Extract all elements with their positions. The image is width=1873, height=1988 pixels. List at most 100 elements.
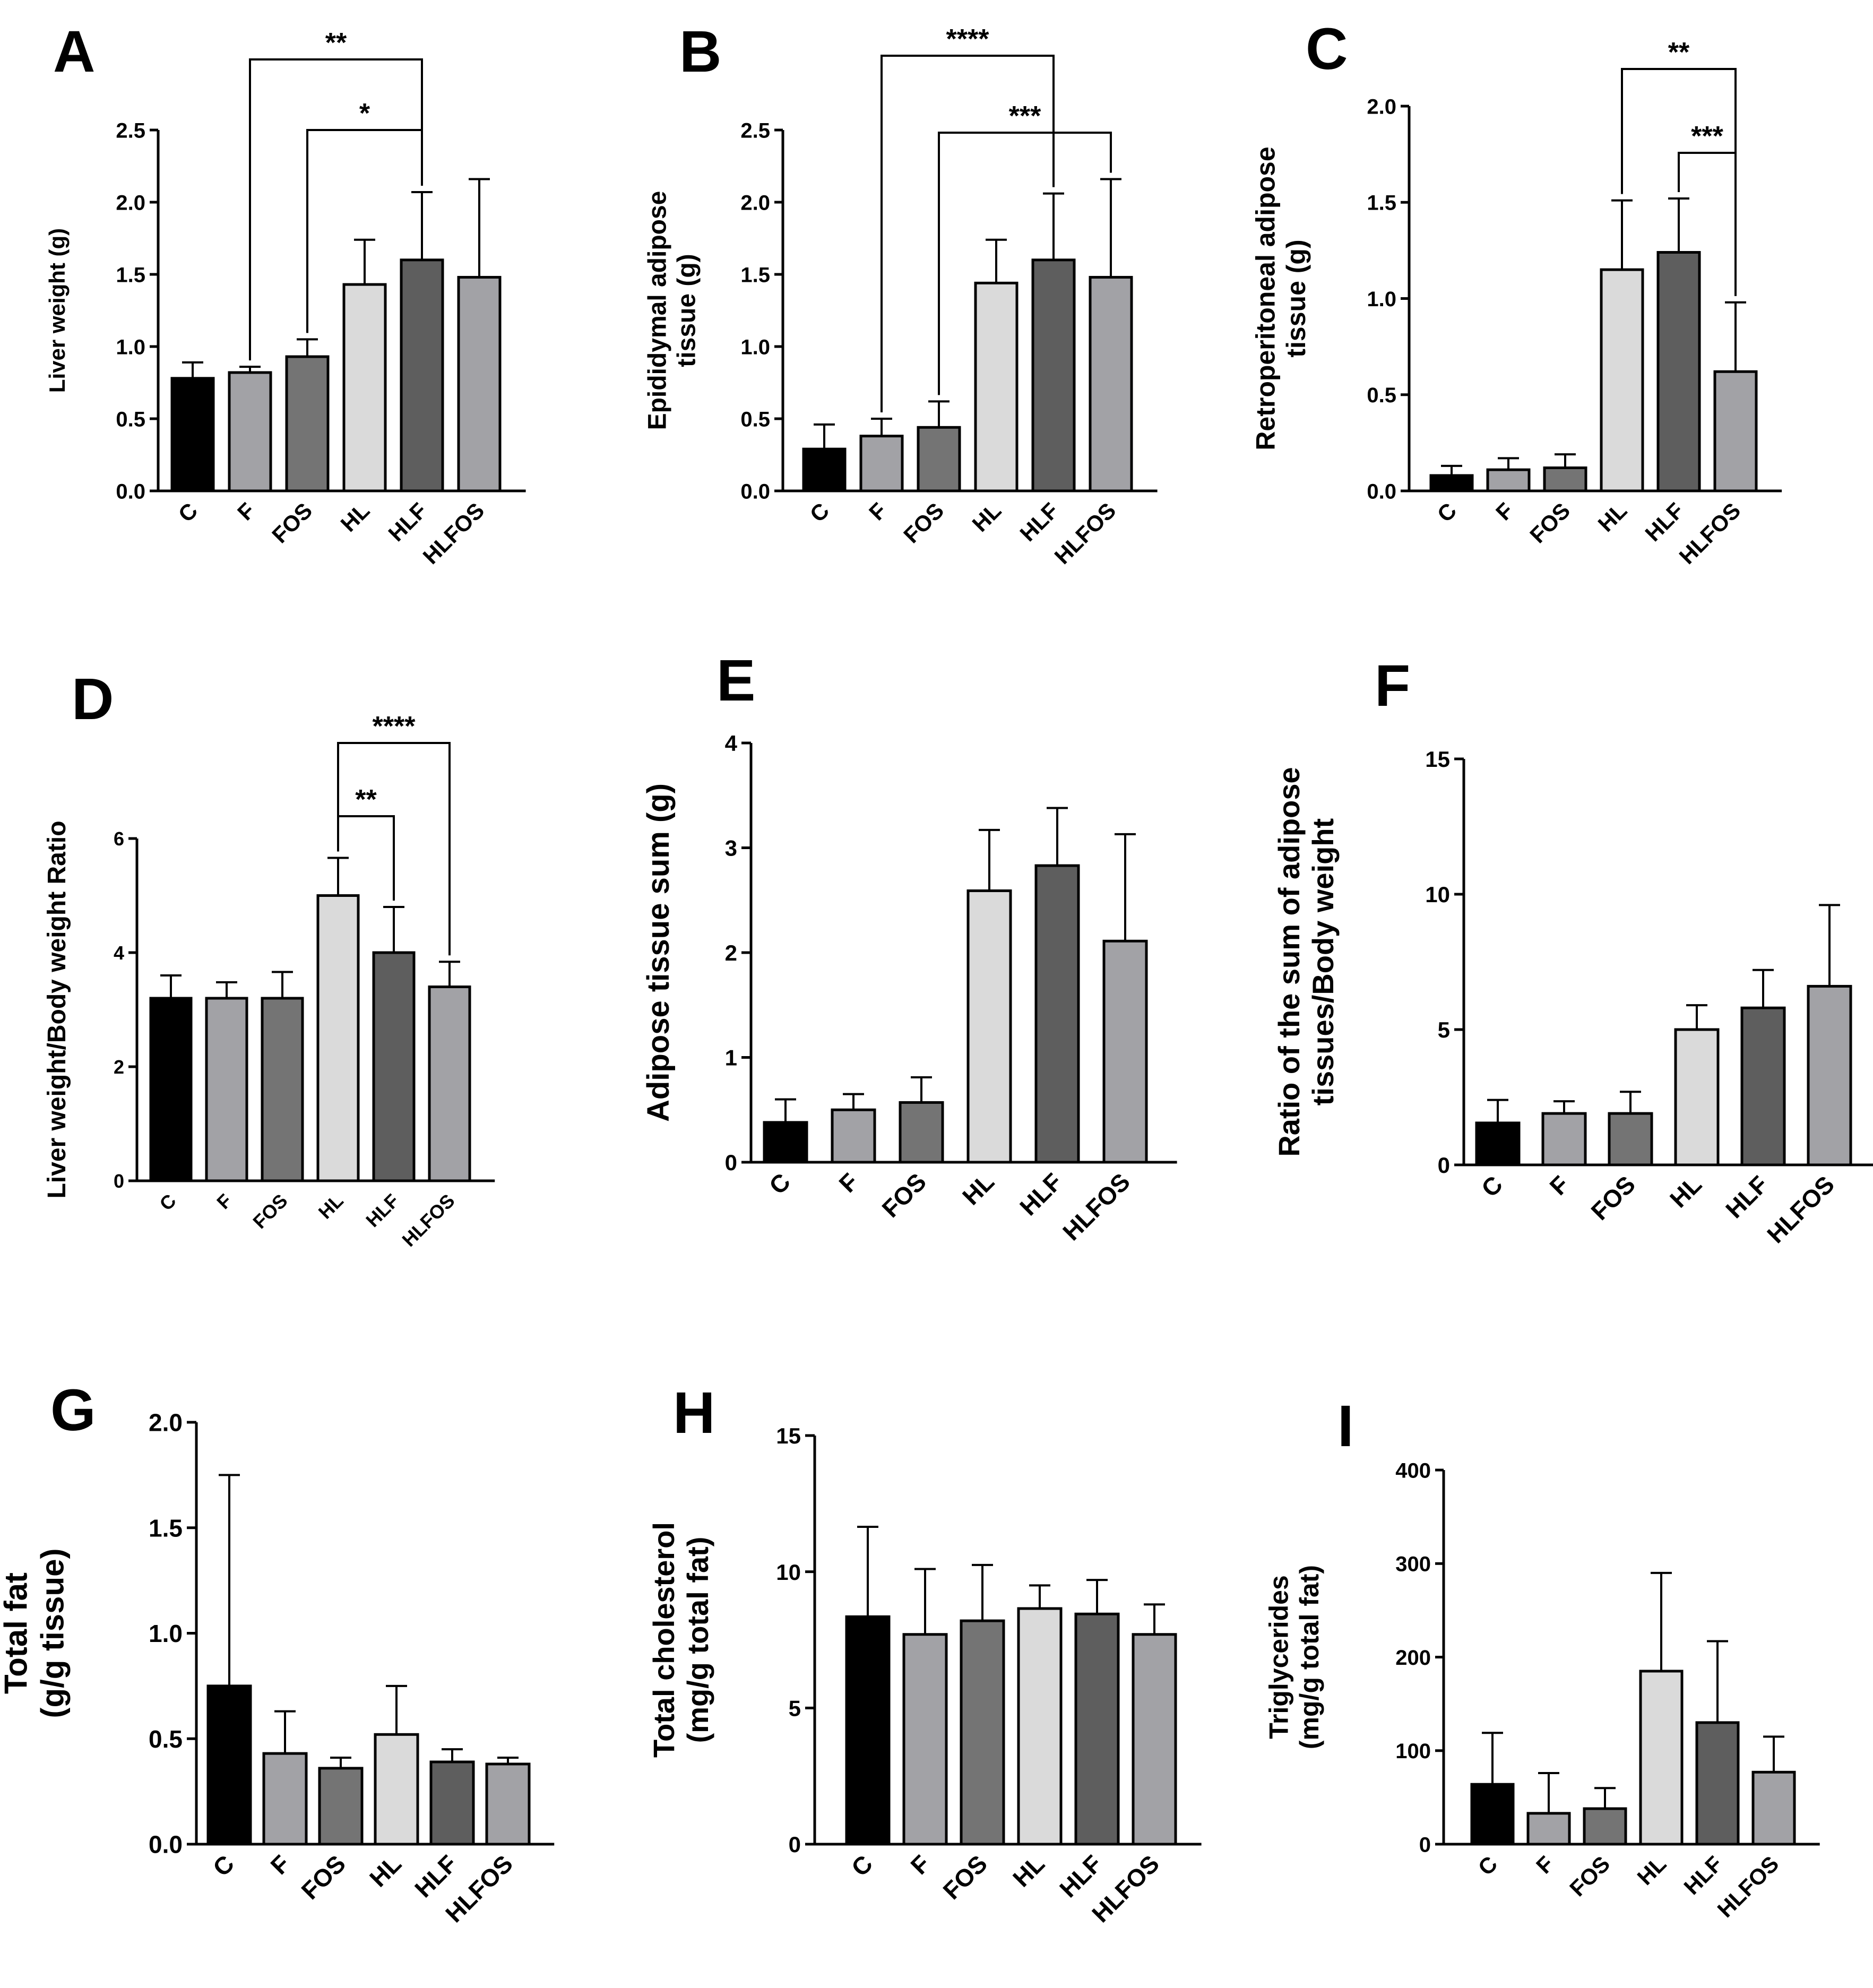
category-label: HLF xyxy=(1679,1851,1727,1899)
y-axis-label: Triglycerides xyxy=(1264,1575,1293,1739)
y-axis-label: Total fat xyxy=(0,1572,34,1694)
y-tick-label: 1 xyxy=(725,1045,737,1070)
y-axis-label: Total cholesterol xyxy=(647,1522,680,1758)
y-tick-label: 0.0 xyxy=(1367,480,1396,503)
category-label: HLFOS xyxy=(1049,498,1120,569)
y-tick-label: 1.5 xyxy=(740,263,770,287)
y-tick-label: 3 xyxy=(725,836,737,861)
bar xyxy=(228,371,272,492)
y-tick-label: 10 xyxy=(1425,882,1450,907)
y-axis-label: Epididymal adipose xyxy=(643,191,671,430)
category-label: FOS xyxy=(1525,498,1575,548)
bar xyxy=(1475,1121,1521,1166)
panel-letter: H xyxy=(673,1380,715,1446)
panel-letter: C xyxy=(1306,16,1348,82)
bar xyxy=(428,986,471,1182)
bar xyxy=(1583,1807,1627,1846)
category-label: HL xyxy=(1007,1849,1050,1892)
significance-label: ** xyxy=(325,28,347,58)
y-tick-label: 10 xyxy=(776,1560,801,1585)
bar xyxy=(917,426,961,492)
y-tick-label: 0 xyxy=(1419,1833,1431,1856)
category-label: C xyxy=(155,1190,180,1215)
category-label: HLFOS xyxy=(1057,1168,1135,1246)
y-tick-label: 2.0 xyxy=(116,191,145,214)
category-label: C xyxy=(764,1168,796,1199)
bar xyxy=(457,275,502,492)
bar xyxy=(1713,370,1758,492)
bar xyxy=(285,355,330,492)
category-label: HLF xyxy=(383,498,431,546)
category-label: F xyxy=(1544,1170,1574,1200)
y-tick-label: 1.0 xyxy=(740,335,770,359)
y-tick-label: 2.0 xyxy=(740,191,770,214)
y-tick-label: 0.5 xyxy=(740,408,770,431)
category-label: HLFOS xyxy=(1712,1851,1783,1922)
category-label: HL xyxy=(957,1168,999,1210)
y-axis-label: Ratio of the sum of adipose xyxy=(1272,767,1306,1156)
bar xyxy=(170,377,215,492)
category-label: HL xyxy=(364,1849,407,1892)
significance-label: *** xyxy=(1691,121,1723,152)
bar xyxy=(1600,268,1644,492)
bar xyxy=(1132,1633,1177,1846)
bar xyxy=(1017,1607,1063,1846)
category-label: FOS xyxy=(248,1190,291,1233)
bar xyxy=(966,889,1012,1164)
category-label: F xyxy=(232,498,260,525)
bar xyxy=(1674,1028,1720,1166)
bar xyxy=(1807,984,1852,1166)
y-tick-label: 2.5 xyxy=(740,119,770,142)
panel-i: I 0 100 200 300 400 Triglycerides (mg/g total f… xyxy=(1264,1394,1820,1922)
category-label: C xyxy=(1473,1851,1503,1880)
panel-a: A 0.0 0.5 1.0 1.5 2.0 2.5 Liver weight (g) C F FOS… xyxy=(45,19,526,569)
significance-bracket xyxy=(249,58,423,361)
category-label: HLF xyxy=(1014,1168,1067,1221)
category-label: HLF xyxy=(1015,498,1063,546)
category-label: F xyxy=(864,498,891,525)
panel-e: E 0 1 2 3 4 Adipose tissue sum (g) C F FOS HL HLFHL… xyxy=(641,648,1177,1246)
y-tick-label: 2 xyxy=(114,1056,124,1078)
significance-label: ** xyxy=(355,784,377,815)
category-label: C xyxy=(208,1849,239,1881)
bar xyxy=(262,1752,308,1846)
bar xyxy=(400,258,444,492)
category-label: HLFOS xyxy=(418,498,489,569)
significance-bracket xyxy=(337,742,451,956)
y-axis-label: Adipose tissue sum (g) xyxy=(641,783,676,1122)
bar xyxy=(374,1733,419,1846)
bar xyxy=(1608,1112,1653,1166)
y-tick-label: 0.5 xyxy=(1367,384,1396,407)
y-axis-label: tissue (g) xyxy=(673,254,701,367)
bar xyxy=(831,1108,876,1164)
significance-bracket xyxy=(306,129,423,333)
bar xyxy=(429,1760,475,1846)
category-label: HL xyxy=(968,498,1006,537)
bar xyxy=(763,1121,808,1164)
panel-letter: E xyxy=(717,648,755,713)
category-label: F xyxy=(265,1849,295,1880)
significance-bracket xyxy=(881,55,1055,412)
bar xyxy=(1740,1006,1786,1166)
bar xyxy=(1074,1612,1120,1846)
category-label: F xyxy=(833,1168,864,1198)
category-label: FOS xyxy=(267,498,317,548)
y-tick-label: 2 xyxy=(725,940,737,965)
y-tick-label: 0.0 xyxy=(149,1831,183,1859)
y-tick-label: 4 xyxy=(725,731,738,756)
significance-label: * xyxy=(359,98,370,129)
y-tick-label: 0.0 xyxy=(740,480,770,503)
category-label: FOS xyxy=(1585,1170,1641,1225)
bar xyxy=(1089,275,1133,492)
y-tick-label: 2.5 xyxy=(116,119,145,142)
y-tick-label: 1.0 xyxy=(1367,288,1396,311)
category-label: F xyxy=(212,1190,236,1214)
bar xyxy=(899,1101,944,1164)
significance-bracket xyxy=(337,815,395,901)
significance-label: *** xyxy=(1009,101,1041,132)
bar xyxy=(1639,1670,1684,1846)
bar xyxy=(1031,258,1076,492)
y-tick-label: 300 xyxy=(1395,1553,1431,1576)
significance-bracket xyxy=(938,132,1112,395)
